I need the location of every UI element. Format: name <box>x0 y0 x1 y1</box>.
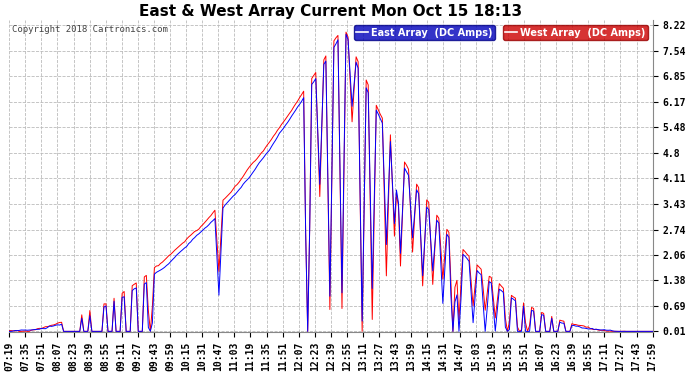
Text: Copyright 2018 Cartronics.com: Copyright 2018 Cartronics.com <box>12 25 168 34</box>
Legend: West Array  (DC Amps): West Array (DC Amps) <box>503 25 648 40</box>
Title: East & West Array Current Mon Oct 15 18:13: East & West Array Current Mon Oct 15 18:… <box>139 4 522 19</box>
